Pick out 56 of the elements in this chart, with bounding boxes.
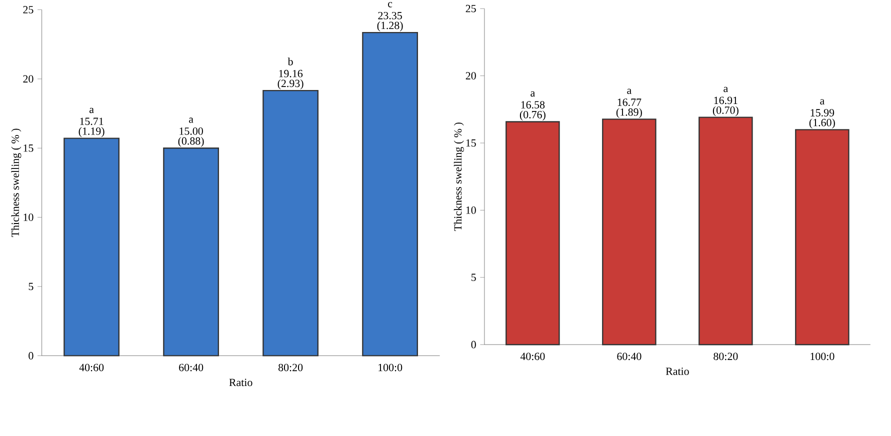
data-label: 15.71 bbox=[80, 118, 104, 126]
y-tick-label: 25 bbox=[466, 4, 476, 12]
x-tick-label: 100:0 bbox=[378, 364, 402, 372]
annotation: (2.93) bbox=[278, 79, 304, 90]
y-tick-label: 10 bbox=[24, 214, 34, 222]
x-tick-label: 60:40 bbox=[617, 352, 642, 360]
bar bbox=[795, 129, 850, 346]
y-tick-label: 5 bbox=[28, 282, 34, 290]
bar bbox=[698, 116, 753, 346]
annotation: c bbox=[388, 2, 392, 8]
annotation: (0.76) bbox=[520, 110, 546, 121]
bar bbox=[262, 90, 319, 356]
annotation: (0.70) bbox=[712, 106, 738, 116]
bar bbox=[163, 148, 220, 356]
x-tick-label: 100:0 bbox=[810, 352, 834, 360]
annotation: (1.19) bbox=[78, 127, 104, 138]
annotation: a bbox=[189, 118, 194, 123]
annotation: a bbox=[627, 88, 632, 94]
y-axis-title: Thickness swelling ( % ) bbox=[454, 122, 464, 231]
x-tick-label: 60:40 bbox=[179, 364, 204, 372]
bar bbox=[602, 118, 656, 346]
y-tick-label: 15 bbox=[24, 144, 34, 152]
bar bbox=[506, 121, 560, 346]
y-tick-label: 10 bbox=[466, 206, 476, 214]
data-label: 15.00 bbox=[180, 127, 203, 135]
data-label: 16.58 bbox=[521, 101, 545, 109]
data-label: 16.77 bbox=[618, 98, 642, 106]
y-tick-label: 20 bbox=[23, 75, 34, 83]
x-axis-title: Ratio bbox=[229, 378, 252, 386]
annotation: (1.89) bbox=[616, 108, 642, 118]
data-label: 15.99 bbox=[810, 109, 834, 116]
y-tick-label: 25 bbox=[23, 6, 34, 14]
x-tick-label: 40:60 bbox=[79, 364, 104, 372]
annotation: (0.88) bbox=[178, 136, 204, 147]
data-label: 16.91 bbox=[714, 96, 738, 104]
x-tick-label: 40:60 bbox=[520, 352, 545, 360]
y-tick-label: 0 bbox=[28, 352, 34, 360]
x-axis-title: Ratio bbox=[666, 368, 689, 376]
x-tick-label: 80:20 bbox=[714, 352, 738, 360]
y-tick-label: 15 bbox=[466, 139, 476, 147]
annotation: (1.60) bbox=[809, 118, 835, 128]
annotation: a bbox=[820, 99, 824, 104]
annotation: a bbox=[90, 108, 94, 114]
y-tick-label: 20 bbox=[466, 72, 476, 80]
bar bbox=[362, 32, 418, 356]
annotation: a bbox=[530, 91, 535, 97]
annotation: b bbox=[288, 58, 293, 66]
y-tick-label: 0 bbox=[471, 340, 476, 348]
y-axis-title: Thickness swelling ( % ) bbox=[11, 128, 22, 237]
annotation: (1.28) bbox=[377, 21, 403, 32]
data-label: 23.35 bbox=[378, 12, 402, 20]
data-label: 19.16 bbox=[279, 70, 303, 78]
y-tick-label: 5 bbox=[471, 274, 476, 282]
bar bbox=[64, 138, 120, 356]
annotation: a bbox=[724, 86, 728, 92]
x-tick-label: 80:20 bbox=[278, 364, 303, 372]
